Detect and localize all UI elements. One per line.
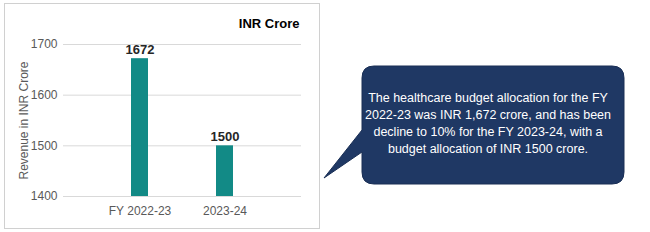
svg-text:1400: 1400 <box>31 189 58 203</box>
svg-text:INR Crore: INR Crore <box>239 16 300 31</box>
svg-text:1500: 1500 <box>211 129 240 144</box>
svg-text:2023-24: 2023-24 <box>203 204 247 218</box>
svg-text:1700: 1700 <box>31 37 58 51</box>
svg-text:1672: 1672 <box>126 42 155 57</box>
svg-text:1500: 1500 <box>31 139 58 153</box>
svg-text:Revenue in INR Crore: Revenue in INR Crore <box>17 61 31 179</box>
html-text:The healthcare budget allocati: The healthcare budget allocation for the… <box>365 91 611 156</box>
svg-text:1600: 1600 <box>31 88 58 102</box>
svg-text:FY 2022-23: FY 2022-23 <box>109 204 172 218</box>
